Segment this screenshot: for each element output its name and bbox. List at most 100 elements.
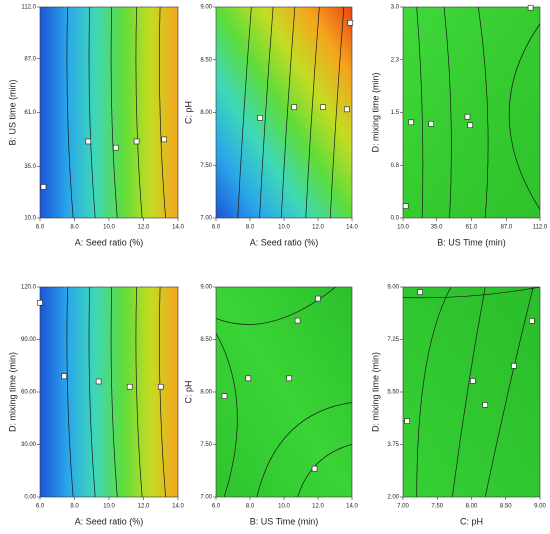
contour-line — [110, 7, 118, 218]
x-tick-label: 10.0 — [103, 225, 115, 231]
y-tick-label: 3.0 — [391, 5, 400, 11]
contour-line — [66, 287, 74, 497]
contour-line — [88, 287, 96, 497]
x-tick-label: 8.0 — [246, 504, 255, 510]
x-tick-label: 8.50 — [500, 504, 512, 510]
y-tick-label: 60.00 — [21, 390, 37, 396]
y-tick-label: 7.25 — [387, 337, 399, 343]
design-point — [294, 317, 301, 324]
x-tick-label: 87.0 — [501, 225, 513, 231]
contour-line — [110, 287, 118, 497]
y-tick-label: 7.50 — [200, 442, 212, 448]
x-tick-label: 7.50 — [431, 504, 443, 510]
contour-line — [416, 7, 424, 218]
y-tick-label: 8.50 — [200, 57, 212, 63]
design-point — [404, 418, 410, 424]
y-tick-label: 5.50 — [387, 390, 399, 396]
surface — [40, 287, 178, 497]
contour-line — [88, 7, 96, 218]
design-point — [527, 4, 534, 11]
y-tick-label: 3.75 — [387, 442, 399, 448]
contours — [66, 287, 166, 497]
contours — [237, 7, 345, 218]
x-tick-label: 8.0 — [246, 225, 255, 231]
x-tick-label: 10.0 — [103, 504, 115, 510]
design-point — [157, 383, 164, 390]
y-tick-label: 0.8 — [391, 163, 400, 169]
contours — [66, 7, 166, 218]
contour-line — [216, 333, 238, 497]
surface — [40, 7, 178, 218]
design-point — [221, 393, 228, 400]
contour-line — [297, 444, 352, 497]
y-tick-label: 112.0 — [21, 5, 36, 11]
x-tick-label: 12.0 — [312, 504, 324, 510]
design-point — [245, 375, 252, 382]
contour-line — [256, 402, 352, 497]
y-tick-label: 9.00 — [387, 285, 399, 291]
y-tick-label: 0.00 — [24, 495, 36, 501]
x-tick-label: 8.0 — [70, 225, 79, 231]
contour-line — [237, 7, 252, 218]
x-tick-label: 112.0 — [533, 225, 548, 231]
contour-line — [451, 287, 486, 497]
x-tick-label: 14.0 — [172, 504, 184, 510]
surface — [403, 7, 540, 218]
x-axis-title: B: US Time (min) — [250, 516, 319, 526]
design-point — [320, 104, 326, 111]
x-tick-label: 8.0 — [70, 504, 79, 510]
contour-line — [159, 287, 166, 497]
contour-line — [508, 23, 540, 210]
contour-line — [135, 7, 143, 218]
contour-line — [135, 287, 143, 497]
y-tick-label: 1.5 — [391, 110, 400, 116]
y-tick-label: 35.0 — [24, 164, 36, 170]
contour-line — [66, 7, 74, 218]
contour-line — [416, 287, 452, 497]
design-point — [482, 402, 489, 408]
surface — [216, 287, 352, 497]
contour-line — [280, 7, 296, 218]
contour-line — [403, 287, 540, 299]
x-axis-title: A: Seed ratio (%) — [75, 516, 144, 526]
y-tick-label: 8.00 — [200, 390, 212, 396]
y-axis-title: D: mixing time (min) — [7, 352, 17, 432]
y-tick-label: 7.00 — [200, 495, 212, 501]
design-point — [511, 363, 517, 369]
panel: 6.0 8.0 10.0 12.0 14.0 7.00 7.50 8.00 8.50 9.00 B:… — [183, 285, 358, 527]
y-axis-title: C: pH — [183, 380, 193, 403]
y-tick-label: 0.0 — [391, 216, 400, 222]
x-tick-label: 6.0 — [36, 225, 45, 231]
x-tick-label: 6.0 — [36, 504, 45, 510]
x-tick-label: 6.0 — [212, 504, 221, 510]
contours — [216, 287, 352, 497]
design-point — [126, 383, 133, 390]
y-tick-label: 7.00 — [200, 216, 212, 222]
design-point — [428, 120, 435, 127]
design-point — [291, 104, 298, 111]
design-point — [417, 289, 423, 295]
design-point — [347, 20, 354, 26]
design-point — [402, 203, 409, 209]
x-tick-label: 14.0 — [346, 504, 358, 510]
contours — [403, 287, 540, 497]
contour-line — [305, 7, 320, 218]
y-tick-label: 9.00 — [200, 285, 212, 291]
panel: 6.0 8.0 10.0 12.0 14.0 7.00 7.50 8.00 8.50 9.00 A:… — [183, 5, 358, 248]
surface — [216, 7, 352, 218]
x-tick-label: 10.0 — [278, 225, 290, 231]
contours — [416, 7, 540, 218]
design-point — [470, 378, 476, 384]
design-point — [315, 295, 321, 302]
contour-line — [329, 7, 345, 218]
x-tick-label: 10.0 — [397, 225, 409, 231]
x-tick-label: 61.0 — [466, 225, 478, 231]
design-point — [95, 378, 102, 385]
panel: 7.00 7.50 8.00 8.50 9.00 2.00 3.75 5.50 7.25 9.00… — [370, 285, 546, 527]
y-tick-label: 90.00 — [21, 337, 37, 343]
x-tick-label: 14.0 — [346, 225, 358, 231]
y-tick-label: 10.0 — [24, 216, 36, 222]
contour-line — [159, 7, 166, 218]
x-tick-label: 12.0 — [138, 225, 150, 231]
